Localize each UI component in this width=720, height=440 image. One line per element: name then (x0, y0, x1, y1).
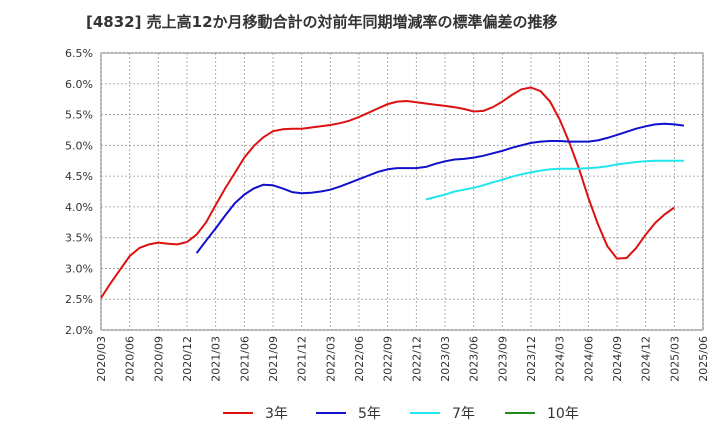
x-tick-label: 2024/06 (582, 336, 595, 382)
x-tick-label: 2022/09 (382, 336, 395, 382)
x-tick-label: 2020/12 (181, 336, 194, 382)
legend: 3年 5年 7年 10年 (223, 406, 579, 422)
y-tick-label: 5.0% (65, 139, 93, 152)
x-tick-label: 2024/12 (640, 336, 653, 382)
x-tick-label: 2023/09 (496, 336, 509, 382)
x-tick-label: 2023/03 (439, 336, 452, 382)
x-tick-label: 2024/03 (554, 336, 567, 382)
x-tick-label: 2025/03 (668, 336, 681, 382)
y-tick-label: 3.5% (65, 232, 93, 245)
chart-title: [4832] 売上高12か月移動合計の対前年同期増減率の標準偏差の推移 (86, 13, 558, 31)
legend-label: 5年 (358, 406, 381, 422)
plot-area: 2.0% 2.5% 3.0% 3.5% 4.0% 4.5% 5.0% 5.5% 6.0% 6.5%… (65, 47, 710, 382)
x-tick-label: 2020/06 (124, 336, 137, 382)
y-tick-label: 5.5% (65, 109, 93, 122)
y-tick-label: 6.0% (65, 78, 93, 91)
x-tick-label: 2021/06 (238, 336, 251, 382)
legend-label: 10年 (547, 406, 579, 422)
x-tick-label: 2020/09 (152, 336, 165, 382)
x-tick-label: 2022/06 (353, 336, 366, 382)
x-tick-label: 2021/03 (210, 336, 223, 382)
series-line-2 (425, 159, 684, 201)
x-tick-label: 2024/09 (611, 336, 624, 382)
y-tick-label: 4.0% (65, 201, 93, 214)
x-tick-label: 2023/06 (468, 336, 481, 382)
x-tick-label: 2022/12 (410, 336, 423, 382)
x-tick-label: 2021/12 (296, 336, 309, 382)
y-tick-label: 2.0% (65, 324, 93, 337)
x-tick-label: 2022/03 (324, 336, 337, 382)
legend-label: 3年 (265, 406, 288, 422)
x-tick-label: 2023/12 (525, 336, 538, 382)
x-tick-label: 2025/06 (697, 336, 710, 382)
y-tick-label: 4.5% (65, 170, 93, 183)
x-tick-label: 2021/09 (267, 336, 280, 382)
series-line-1 (195, 122, 685, 254)
plot-frame (100, 52, 704, 331)
y-tick-label: 3.0% (65, 262, 93, 275)
y-tick-label: 2.5% (65, 293, 93, 306)
y-tick-label: 6.5% (65, 47, 93, 60)
legend-label: 7年 (452, 406, 475, 422)
x-tick-label: 2020/03 (95, 336, 108, 382)
